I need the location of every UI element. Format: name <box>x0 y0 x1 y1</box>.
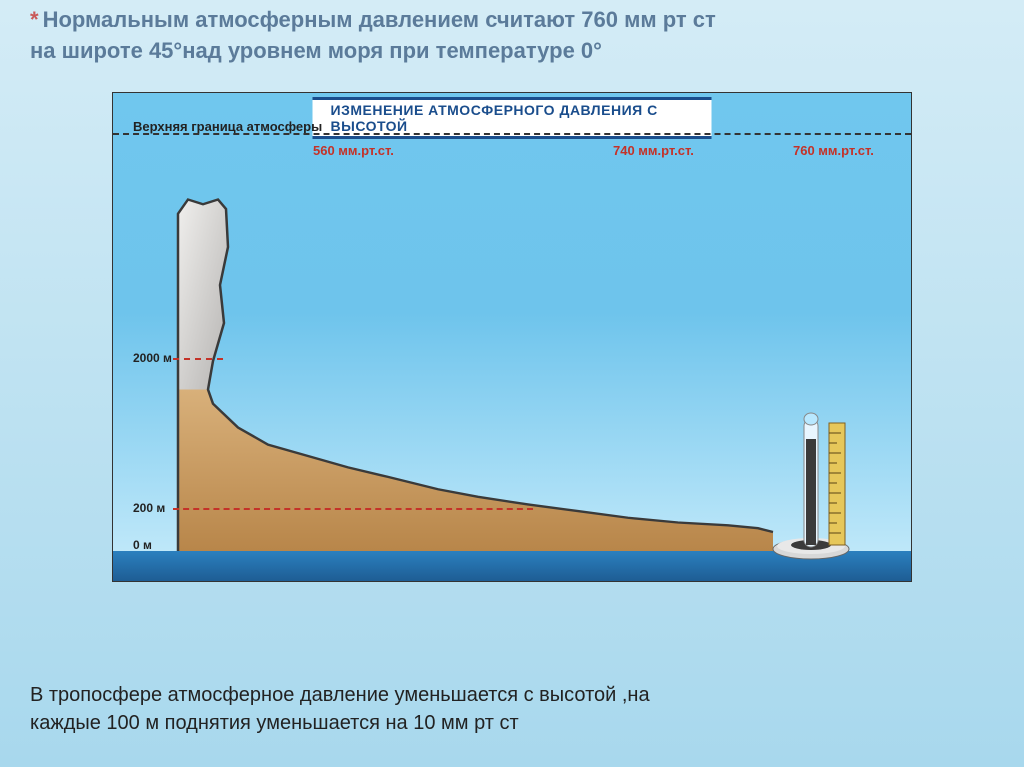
heading-line1: Нормальным атмосферным давлением считают… <box>43 7 716 32</box>
pressure-diagram: ИЗМЕНЕНИЕ АТМОСФЕРНОГО ДАВЛЕНИЯ С ВЫСОТО… <box>112 92 912 582</box>
mountain-land <box>178 389 773 551</box>
pressure-760: 760 мм.рт.ст. <box>793 143 874 158</box>
dashed-2000 <box>173 358 223 360</box>
dashed-200 <box>173 508 533 510</box>
footer-text: В тропосфере атмосферное давление уменьш… <box>30 681 994 737</box>
heading-line2: на широте 45°над уровнем моря при темпер… <box>30 38 602 63</box>
pressure-560: 560 мм.рт.ст. <box>313 143 394 158</box>
footer-line2: каждые 100 м поднятия уменьшается на 10 … <box>30 712 519 734</box>
mountain-graphic <box>158 171 808 551</box>
altitude-2000: 2000 м <box>133 351 172 365</box>
footer-line1: В тропосфере атмосферное давление уменьш… <box>30 684 650 706</box>
upper-boundary-label: Верхняя граница атмосферы <box>133 119 322 134</box>
barometer <box>771 401 871 561</box>
altitude-200: 200 м <box>133 501 165 515</box>
upper-boundary-line <box>113 133 911 135</box>
altitude-0: 0 м <box>133 538 152 552</box>
pressure-740: 740 мм.рт.ст. <box>613 143 694 158</box>
heading: *Нормальным атмосферным давлением считаю… <box>0 0 1024 67</box>
asterisk-icon: * <box>30 7 39 32</box>
